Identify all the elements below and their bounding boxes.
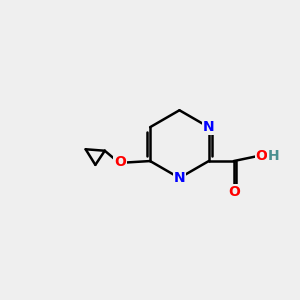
Text: N: N bbox=[174, 171, 185, 185]
Text: O: O bbox=[114, 155, 126, 169]
Text: N: N bbox=[203, 120, 214, 134]
Text: O: O bbox=[228, 185, 240, 199]
Text: O: O bbox=[256, 149, 267, 163]
Text: H: H bbox=[267, 149, 279, 163]
